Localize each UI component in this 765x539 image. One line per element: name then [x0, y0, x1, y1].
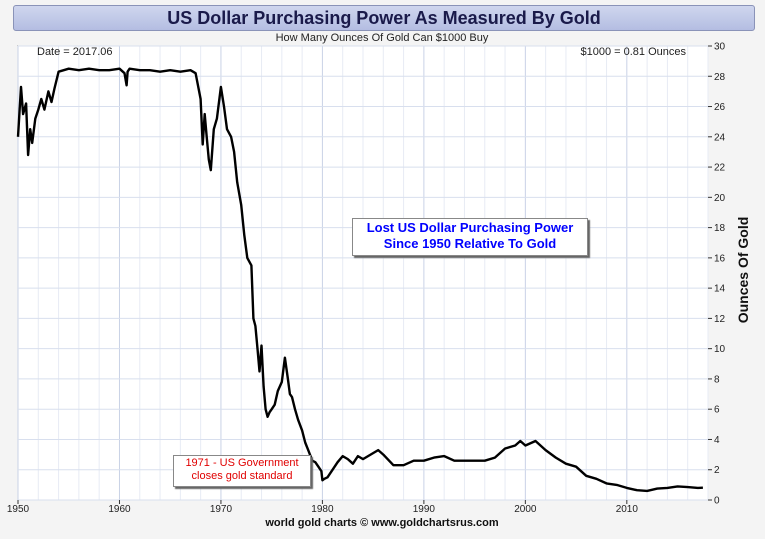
chart-credit: world gold charts © www.goldchartsrus.co…: [264, 517, 498, 529]
y-tick-label: 4: [714, 435, 720, 446]
x-tick-label: 2000: [514, 504, 537, 515]
y-tick-label: 22: [714, 163, 726, 174]
y-tick-label: 28: [714, 72, 726, 83]
y-tick-label: 30: [714, 42, 726, 53]
chart-subtitle: How Many Ounces Of Gold Can $1000 Buy: [276, 32, 489, 44]
series-layer: [16, 67, 703, 493]
x-tick-label: 1950: [7, 504, 30, 515]
chart-title: US Dollar Purchasing Power As Measured B…: [13, 5, 755, 31]
y-tick-label: 8: [714, 374, 720, 385]
x-tick-label: 1990: [413, 504, 436, 515]
y-tick-label: 18: [714, 223, 726, 234]
y-tick-label: 16: [714, 253, 726, 264]
event-note-line-1: 1971 - US Government: [185, 457, 299, 469]
annotation-box: Lost US Dollar Purchasing Power Since 19…: [352, 218, 588, 256]
event-note-box: 1971 - US Government closes gold standar…: [173, 455, 311, 487]
y-tick-label: 24: [714, 132, 726, 143]
x-tick-label: 1970: [210, 504, 233, 515]
value-label: $1000 = 0.81 Ounces: [581, 46, 687, 58]
y-tick-label: 14: [714, 284, 726, 295]
y-tick-label: 2: [714, 465, 720, 476]
y-tick-label: 12: [714, 314, 726, 325]
x-tick-label: 1980: [311, 504, 334, 515]
annotation-line-2: Since 1950 Relative To Gold: [383, 236, 557, 251]
grid-lines: [17, 45, 709, 501]
y-axis-label: Ounces Of Gold: [735, 217, 751, 324]
y-tick-label: 26: [714, 102, 726, 113]
annotation-line-1: Lost US Dollar Purchasing Power: [366, 220, 574, 235]
y-tick-label: 6: [714, 405, 720, 416]
y-tick-label: 20: [714, 193, 726, 204]
y-tick-label: 0: [714, 496, 720, 507]
series-line: [16, 67, 703, 493]
date-label: Date = 2017.06: [37, 46, 113, 58]
x-tick-label: 1960: [108, 504, 131, 515]
x-tick-label: 2010: [616, 504, 639, 515]
y-tick-label: 10: [714, 344, 726, 355]
event-note-line-2: closes gold standard: [191, 470, 293, 482]
